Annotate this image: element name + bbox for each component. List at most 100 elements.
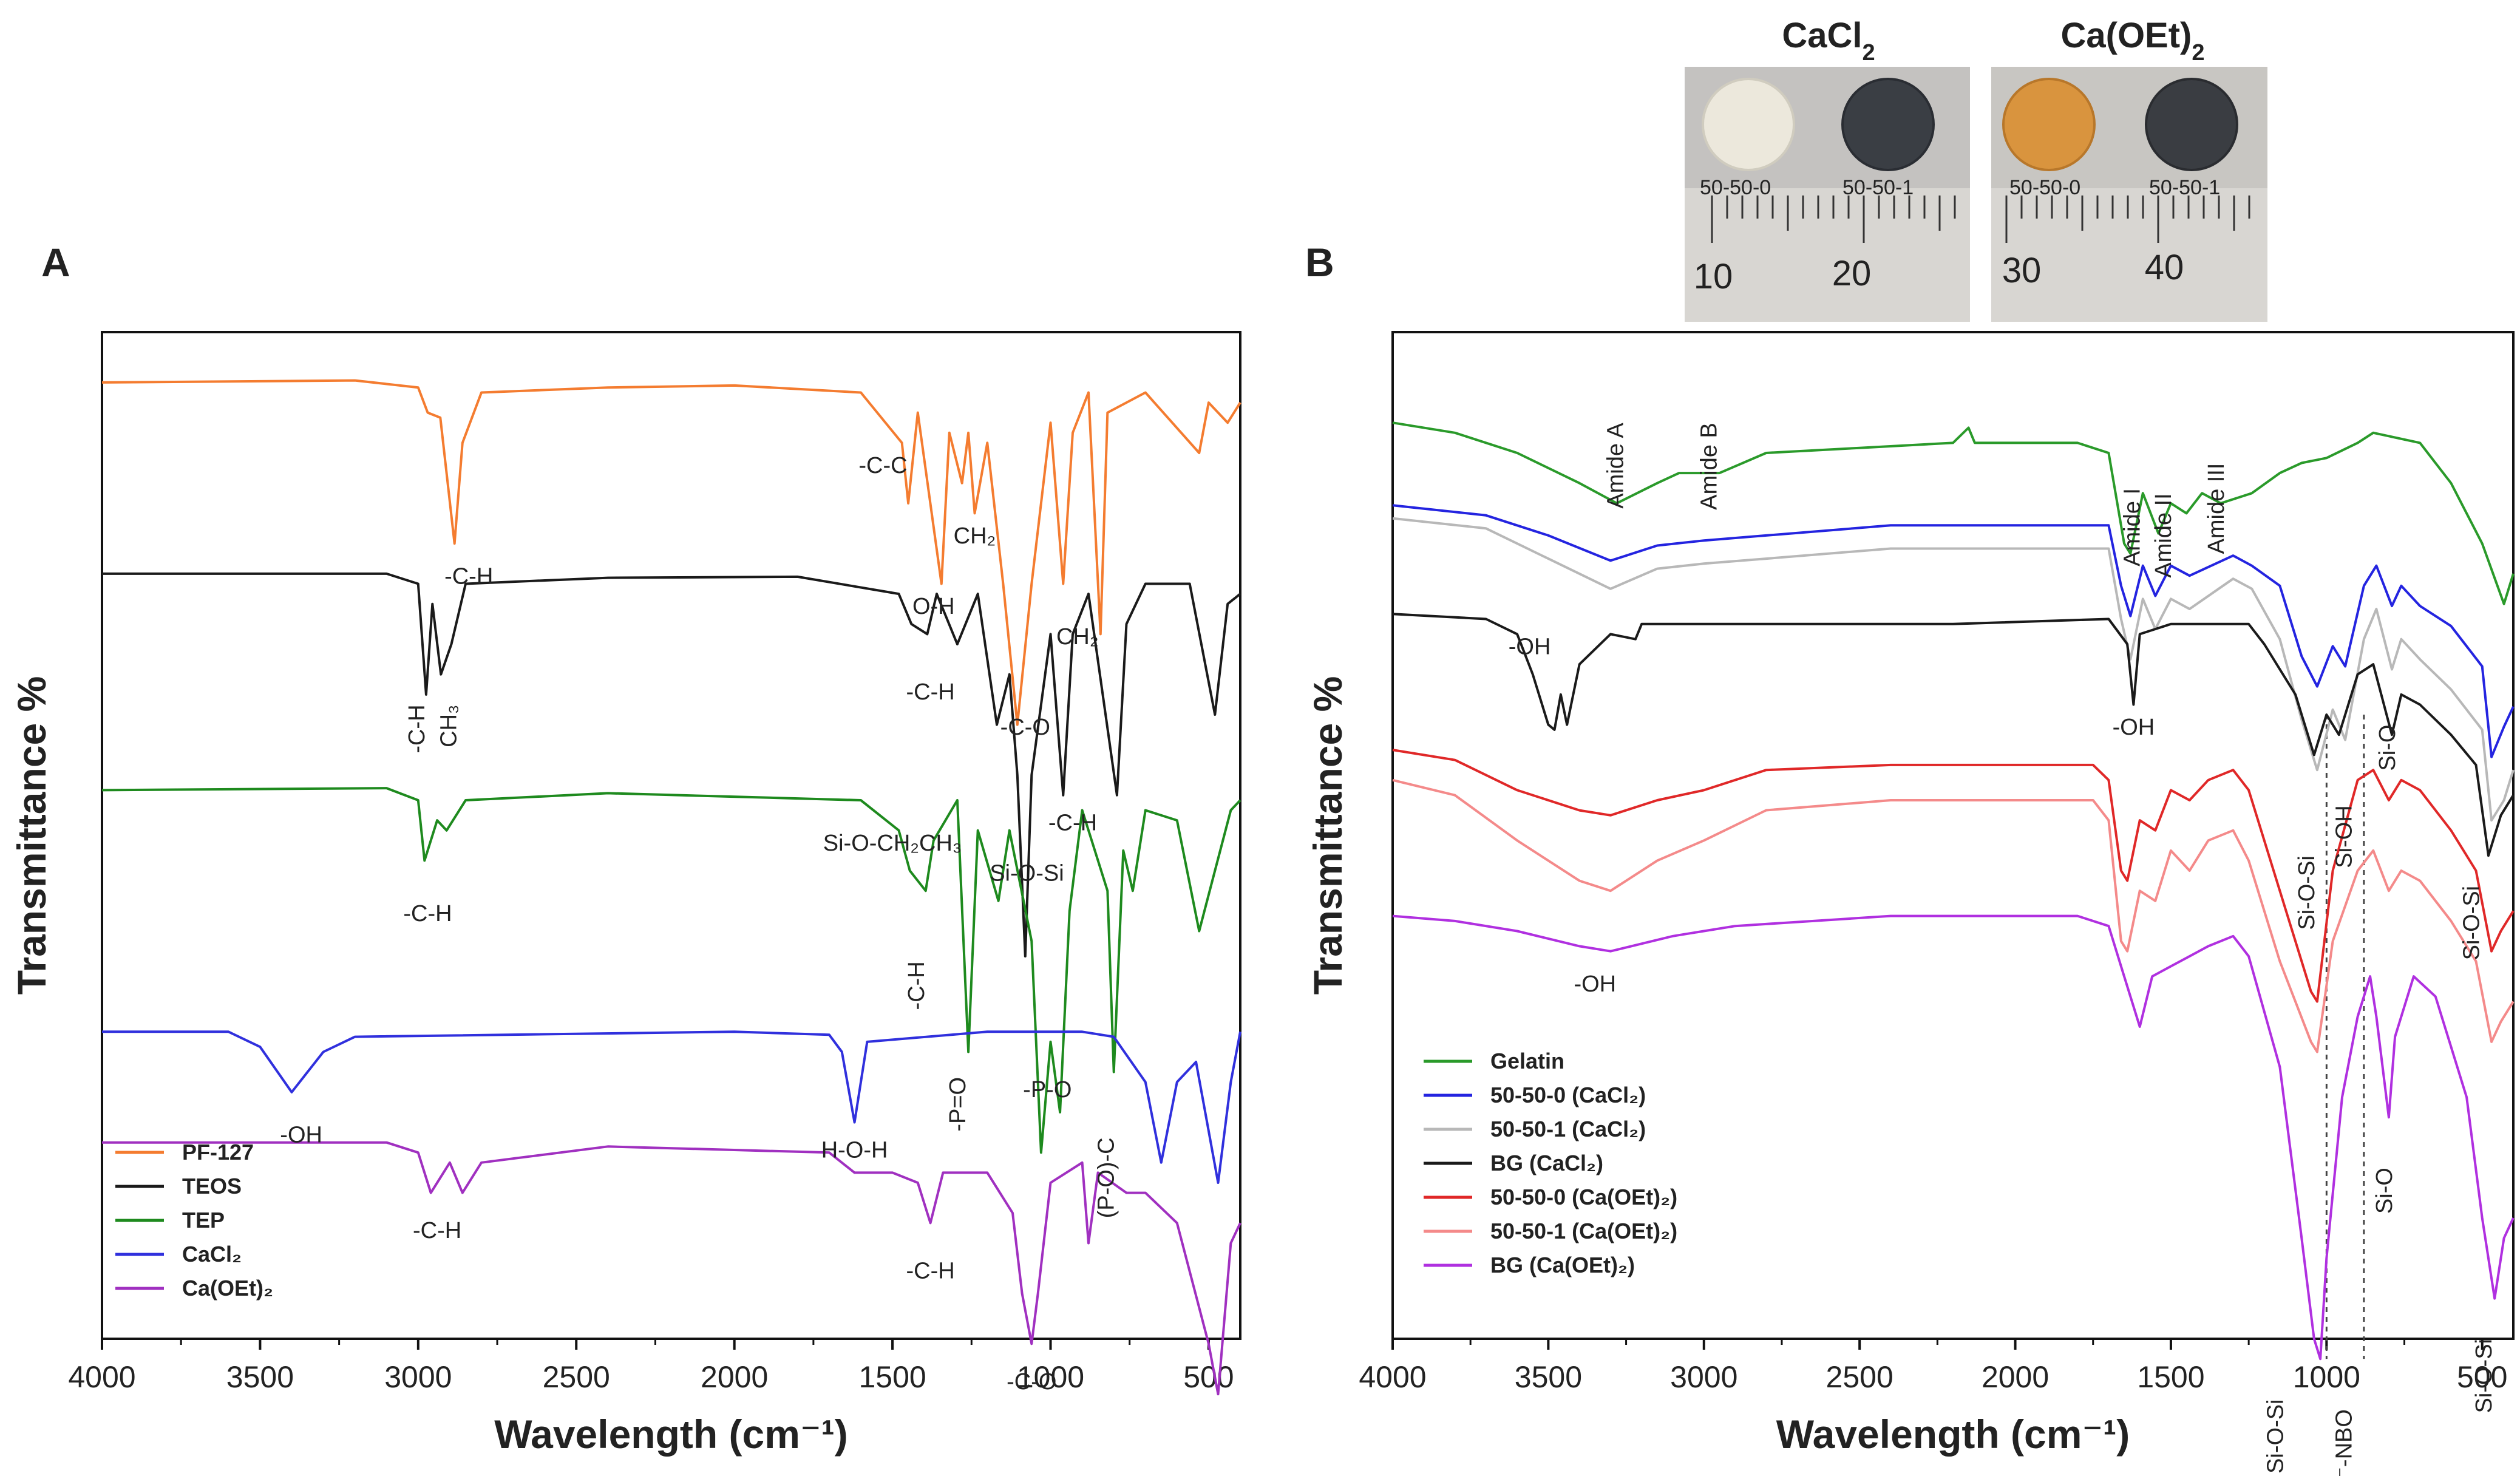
legend-label: PF-127 <box>182 1140 254 1165</box>
peak-annotation: Si-O-CH₂CH₃ <box>823 831 962 856</box>
peak-annotation: -C-H <box>444 564 493 590</box>
legend-label: BG (CaCl₂) <box>1490 1151 1603 1175</box>
x-tick-label: 1500 <box>858 1360 926 1394</box>
x-axis-title: Wavelength (cm⁻¹) <box>1776 1412 2130 1457</box>
x-tick-label: 2000 <box>701 1360 768 1394</box>
x-tick-label: 3000 <box>1670 1360 1737 1394</box>
photo-title-caoet2: Ca(OEt)2 <box>2060 16 2204 66</box>
legend-label: Ca(OEt)₂ <box>182 1276 273 1301</box>
ruler-number: 10 <box>1694 257 1733 296</box>
ruler-number: 20 <box>1832 254 1872 293</box>
ruler-ticks-left <box>1711 196 1956 243</box>
peak-annotation: H-O-H <box>821 1138 888 1163</box>
x-tick-label: 3500 <box>226 1360 294 1394</box>
legend-label: CaCl₂ <box>182 1242 242 1267</box>
chart-panel-a: 4000 3500 3000 2500 2000 1500 1000 500 Wavelengt… <box>9 331 1241 1457</box>
peak-annotation: -C-H <box>404 704 430 753</box>
peak-annotation: Si-O⁻-NBO <box>2331 1409 2357 1476</box>
ruler-number: 40 <box>2145 248 2184 287</box>
legend-label: 50-50-0 (Ca(OEt)₂) <box>1490 1185 1677 1209</box>
peak-annotation: -C-H <box>413 1218 461 1243</box>
series-line-5 <box>1392 749 2515 1003</box>
peak-annotation: (P-O)-C <box>1094 1137 1119 1218</box>
x-tick-label: 500 <box>1183 1360 1234 1394</box>
series-line-1 <box>1392 421 2515 605</box>
panel-label-a: A <box>41 240 70 285</box>
x-tick-label: 4000 <box>1359 1360 1426 1394</box>
disk-label: 50-50-1 <box>1842 176 1914 199</box>
disk-black <box>2145 78 2238 171</box>
disk-label: 50-50-0 <box>2009 176 2080 199</box>
plot-frame <box>101 331 1241 1340</box>
peak-annotation: Amide B <box>1696 423 1722 510</box>
legend-label: Gelatin <box>1490 1049 1564 1073</box>
photo-title-cacl2: CaCl2 <box>1782 16 1875 66</box>
disk-label: 50-50-0 <box>1700 176 1771 199</box>
photo-insert: CaCl2 50-50-0 50-50-1 10 20 Ca(OEt)2 50-… <box>1685 16 2267 322</box>
legend-label: TEP <box>182 1208 225 1233</box>
peak-annotation: CH₂ <box>1056 624 1099 650</box>
peak-annotation: -C-H <box>904 961 929 1010</box>
disk-black <box>1841 78 1935 171</box>
series-line-4 <box>1392 613 2515 857</box>
series-line-7 <box>1392 914 2515 1361</box>
legend-label: 50-50-1 (Ca(OEt)₂) <box>1490 1219 1677 1243</box>
peak-annotation: -C-O <box>1000 715 1050 740</box>
x-tick-label: 3000 <box>384 1360 452 1394</box>
peak-annotation: Amide I <box>2120 488 2145 566</box>
peak-annotation: -C-H <box>403 901 452 927</box>
peak-annotation: Si-O-Si <box>2459 886 2485 960</box>
peak-annotation: -C-H <box>906 679 954 705</box>
series-line-5 <box>102 1141 1241 1396</box>
series-line-4 <box>102 1030 1241 1184</box>
x-axis-title: Wavelength (cm⁻¹) <box>494 1412 847 1457</box>
peak-annotation: CH₃ <box>436 704 461 747</box>
peak-annotation: Amide A <box>1603 423 1628 509</box>
x-tick-label: 2500 <box>543 1360 610 1394</box>
series-line-6 <box>1392 778 2515 1053</box>
peak-annotation: -OH <box>1509 634 1551 660</box>
series-line-1 <box>101 379 1241 726</box>
series-line-3 <box>101 787 1241 1154</box>
peak-annotation: O-H <box>912 594 955 619</box>
peak-annotation: Si-O-Si <box>990 861 1064 886</box>
legend: Gelatin 50-50-0 (CaCl₂) 50-50-1 (CaCl₂) BG … <box>1424 1049 1677 1277</box>
peak-annotation: -OH <box>280 1123 322 1148</box>
disk-orange <box>2002 78 2096 171</box>
y-axis-title: Transmittance % <box>9 676 54 995</box>
photo-cacl2: CaCl2 50-50-0 50-50-1 10 20 <box>1685 16 1970 322</box>
plot-frame <box>1391 331 2515 1340</box>
peak-annotation: -OH <box>2113 715 2155 740</box>
x-tick-label: 3500 <box>1515 1360 1582 1394</box>
legend-label: TEOS <box>182 1174 242 1199</box>
peak-annotation: Si-OH <box>2331 805 2357 868</box>
ruler-number: 30 <box>2002 251 2042 290</box>
peak-annotation: Si-O <box>2372 1168 2397 1214</box>
peak-annotation: Si-O-Si <box>2294 855 2320 930</box>
peak-annotation: Si-O <box>2375 725 2400 771</box>
peak-annotation: Si-O-Si <box>2263 1399 2289 1473</box>
series-line-2 <box>102 572 1241 957</box>
ruler-ticks-right <box>2005 196 2250 243</box>
series-line-3 <box>1392 517 2515 822</box>
peak-annotation: -C-O <box>1007 1369 1056 1395</box>
peak-annotation: -OH <box>1574 971 1616 997</box>
legend: PF-127 TEOS TEP CaCl₂ Ca(OEt)₂ <box>115 1140 273 1301</box>
x-tick-label: 1000 <box>1017 1360 1084 1394</box>
peak-annotation: -P=O <box>945 1077 971 1132</box>
peak-annotation: -P-O <box>1023 1077 1072 1103</box>
x-tick-label: 500 <box>2457 1360 2507 1394</box>
photo-caoet2: Ca(OEt)2 50-50-0 50-50-1 30 40 <box>1991 16 2267 322</box>
disk-label: 50-50-1 <box>2149 176 2220 199</box>
legend-label: 50-50-1 (CaCl₂) <box>1490 1117 1646 1141</box>
peak-annotation: -C-C <box>858 453 907 478</box>
peak-annotation: Amide III <box>2204 463 2229 554</box>
ruler <box>1685 188 1970 322</box>
x-tick-label: 1500 <box>2137 1360 2204 1394</box>
panel-label-b: B <box>1305 240 1334 285</box>
x-tick-label: 2000 <box>1982 1360 2049 1394</box>
series-line-2 <box>1392 504 2515 758</box>
legend-label: 50-50-0 (CaCl₂) <box>1490 1083 1646 1107</box>
disk-white <box>1702 78 1795 171</box>
